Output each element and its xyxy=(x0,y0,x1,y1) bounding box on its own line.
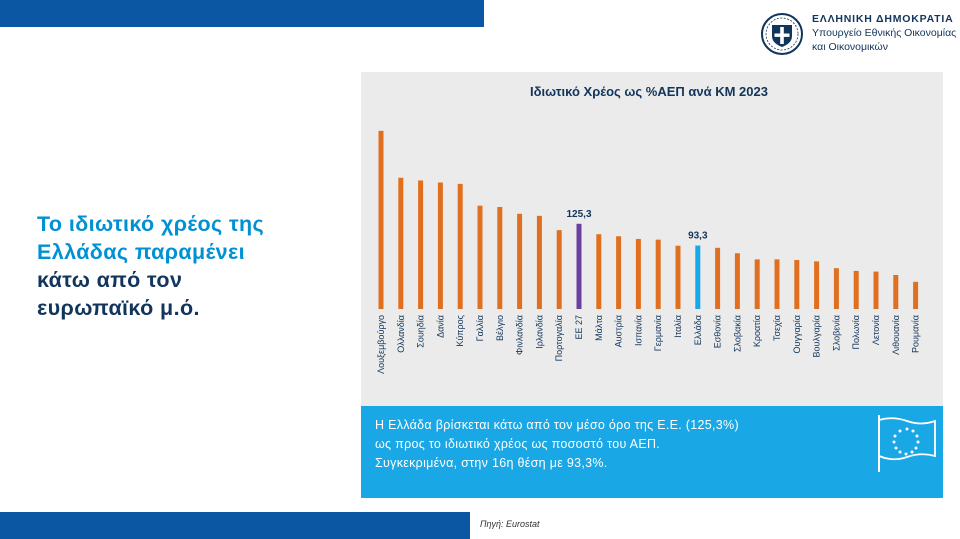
category-label-26: Λετονία xyxy=(871,315,881,345)
bar-16 xyxy=(675,245,681,309)
bar-7 xyxy=(497,207,503,309)
category-label-21: Τσεχία xyxy=(772,315,782,341)
info-line-1: Η Ελλάδα βρίσκεται κάτω από τον μέσο όρο… xyxy=(375,418,739,432)
bar-27 xyxy=(893,275,899,309)
headline-line-2: Ελλάδας παραμένει xyxy=(37,240,246,264)
gov-title: ΕΛΛΗΝΙΚΗ ΔΗΜΟΚΡΑΤΙΑ xyxy=(812,13,954,25)
bar-14 xyxy=(635,238,641,309)
headline-line-1: Το ιδιωτικό χρέος της xyxy=(37,212,265,236)
bar-9 xyxy=(536,215,542,309)
category-label-27: Λιθουανία xyxy=(891,315,901,355)
bar-22 xyxy=(794,260,800,309)
bar-1 xyxy=(378,130,384,309)
category-label-2: Ολλανδία xyxy=(396,315,406,353)
bar-15 xyxy=(655,239,661,309)
bar-6 xyxy=(477,205,483,309)
category-label-24: Σλοβενία xyxy=(831,315,841,351)
top-accent-bar xyxy=(0,0,484,27)
category-label-13: Αυστρία xyxy=(614,315,624,347)
category-label-3: Σουηδία xyxy=(416,315,426,348)
ministry-branding: ΕΛΛΗΝΙΚΗ ΔΗΜΟΚΡΑΤΙΑ Υπουργείο Εθνικής Οι… xyxy=(812,13,956,53)
category-label-9: Ιρλανδία xyxy=(534,315,544,349)
bar-13 xyxy=(616,236,622,309)
category-label-11: ΕΕ 27 xyxy=(574,315,584,340)
data-label-17: 93,3 xyxy=(688,231,708,242)
ministry-line-2: και Οικονομικών xyxy=(812,41,888,53)
bar-3 xyxy=(418,180,424,309)
greek-coat-of-arms-icon xyxy=(761,13,803,55)
eu-flag-icon xyxy=(878,415,936,472)
bar-23 xyxy=(814,261,820,309)
bar-8 xyxy=(517,213,523,309)
info-box: Η Ελλάδα βρίσκεται κάτω από τον μέσο όρο… xyxy=(361,406,943,498)
bar-21 xyxy=(774,259,780,309)
category-label-18: Εσθονία xyxy=(713,315,723,348)
bottom-accent-bar xyxy=(0,512,470,539)
headline: Το ιδιωτικό χρέος της Ελλάδας παραμένει … xyxy=(37,210,337,322)
bar-chart: Ιδιωτικό Χρέος ως %ΑΕΠ ανά ΚΜ 2023 Λουξε… xyxy=(376,84,921,374)
category-label-28: Ρουμανία xyxy=(911,315,921,353)
category-label-16: Ιταλία xyxy=(673,315,683,338)
info-line-2: ως προς το ιδιωτικό χρέος ως ποσοστό του… xyxy=(375,437,661,451)
bar-2 xyxy=(398,177,404,309)
data-label-11: 125,3 xyxy=(566,209,591,220)
category-label-7: Βέλγιο xyxy=(495,315,505,341)
category-label-17: Ελλάδα xyxy=(693,315,703,345)
ministry-line-1: Υπουργείο Εθνικής Οικονομίας xyxy=(812,27,957,39)
category-label-14: Ισπανία xyxy=(633,315,643,346)
category-label-22: Ουγγαρία xyxy=(792,315,802,353)
bar-18 xyxy=(715,247,721,309)
bar-26 xyxy=(873,271,879,309)
category-label-20: Κροατία xyxy=(752,315,762,347)
category-label-25: Πολωνία xyxy=(851,315,861,349)
chart-title: Ιδιωτικό Χρέος ως %ΑΕΠ ανά ΚΜ 2023 xyxy=(530,84,768,99)
bar-25 xyxy=(853,270,859,309)
category-label-10: Πορτογαλία xyxy=(554,315,564,361)
category-label-8: Φινλανδία xyxy=(515,315,525,355)
category-label-5: Κύπρος xyxy=(455,314,465,346)
bar-17 xyxy=(695,245,701,309)
bar-12 xyxy=(596,234,602,309)
bar-4 xyxy=(437,182,443,309)
headline-line-3: κάτω από τον xyxy=(37,268,183,292)
info-line-3: Συγκεκριμένα, στην 16η θέση με 93,3%. xyxy=(375,456,608,470)
source-note: Πηγή: Eurostat xyxy=(480,519,540,529)
bar-5 xyxy=(457,183,463,309)
category-label-19: Σλοβακία xyxy=(732,315,742,352)
bar-24 xyxy=(833,268,839,309)
info-text: Η Ελλάδα βρίσκεται κάτω από τον μέσο όρο… xyxy=(375,416,845,473)
headline-line-4: ευρωπαϊκό μ.ό. xyxy=(37,296,200,320)
bar-10 xyxy=(556,230,562,309)
bar-19 xyxy=(734,253,740,309)
bar-28 xyxy=(913,281,919,309)
category-label-12: Μάλτα xyxy=(594,315,604,341)
category-label-4: Δανία xyxy=(435,315,445,338)
category-label-1: Λουξεμβούργο xyxy=(376,315,386,374)
bar-20 xyxy=(754,259,760,309)
category-label-23: Βουλγαρία xyxy=(812,315,822,357)
category-label-15: Γερμανία xyxy=(653,315,663,351)
bar-11 xyxy=(576,223,582,309)
category-label-6: Γαλλία xyxy=(475,315,485,341)
